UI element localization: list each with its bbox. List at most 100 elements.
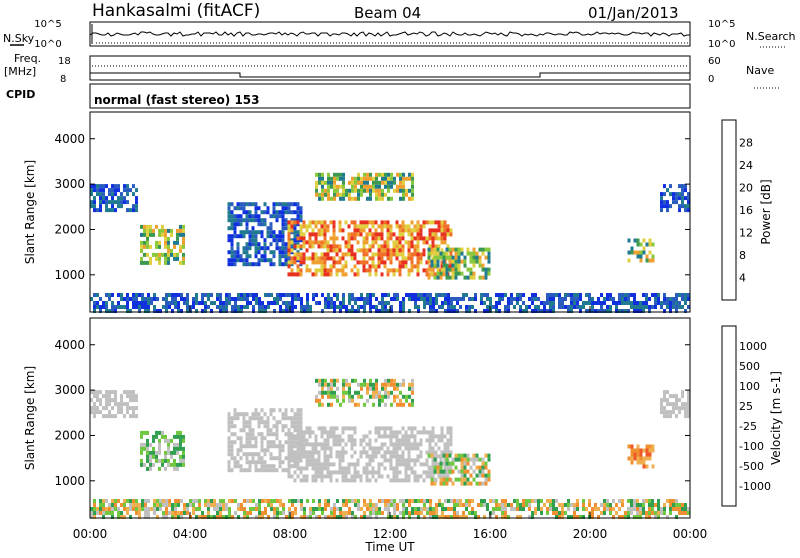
velocity-cell — [369, 378, 372, 383]
power-cell — [411, 293, 414, 297]
power-cell — [567, 309, 570, 313]
power-cell — [290, 272, 294, 277]
power-cell — [284, 210, 288, 215]
power-cell — [339, 309, 342, 313]
power-cell — [353, 236, 357, 241]
velocity-cell — [299, 434, 303, 439]
velocity-cell — [132, 406, 135, 411]
power-cell — [299, 256, 303, 261]
velocity-cell — [237, 507, 240, 511]
power-cell — [453, 309, 456, 313]
velocity-cell — [431, 470, 435, 475]
power-cell — [317, 268, 321, 273]
power-cell — [384, 301, 387, 305]
velocity-cell — [287, 458, 291, 463]
velocity-cell — [398, 478, 402, 483]
power-cell — [254, 246, 258, 251]
velocity-cell — [501, 499, 504, 503]
power-cell — [233, 214, 237, 219]
power-cell — [287, 244, 291, 249]
power-cell — [381, 293, 384, 297]
velocity-cell — [413, 474, 417, 479]
power-cell — [395, 268, 399, 273]
power-cell — [368, 256, 372, 261]
power-cell — [466, 267, 470, 272]
power-cell — [287, 224, 291, 229]
velocity-cell — [359, 474, 363, 479]
power-cell — [357, 188, 360, 193]
ytick-label: 2000 — [54, 428, 85, 442]
velocity-cell — [245, 444, 249, 449]
velocity-cell — [144, 507, 147, 511]
velocity-cell — [96, 398, 99, 403]
power-cell — [305, 268, 309, 273]
velocity-cell — [639, 456, 643, 461]
power-cell — [296, 264, 300, 269]
velocity-cell — [591, 511, 594, 515]
velocity-cell — [227, 448, 231, 453]
velocity-cell — [420, 507, 423, 511]
velocity-cell — [204, 499, 207, 503]
velocity-cell — [396, 386, 399, 391]
velocity-cell — [660, 507, 663, 511]
power-cell — [177, 301, 180, 305]
power-cell — [347, 240, 351, 245]
velocity-cell — [296, 440, 300, 445]
power-cell — [296, 256, 300, 261]
velocity-cell — [170, 462, 173, 467]
power-cell — [684, 301, 687, 305]
velocity-cell — [276, 499, 279, 503]
velocity-cell — [510, 507, 513, 511]
power-cell — [293, 230, 297, 235]
power-cell — [383, 244, 387, 249]
velocity-cell — [251, 416, 255, 421]
power-cell — [393, 180, 396, 185]
power-cell — [669, 305, 672, 309]
power-cell — [436, 251, 440, 256]
power-cell — [486, 309, 489, 313]
velocity-cell — [311, 446, 315, 451]
power-cell — [654, 297, 657, 301]
power-cell — [323, 240, 327, 245]
power-cell — [296, 244, 300, 249]
velocity-cell — [393, 394, 396, 399]
power-cell — [675, 305, 678, 309]
velocity-cell — [357, 402, 360, 407]
power-cell — [480, 293, 483, 297]
power-cell — [161, 252, 164, 257]
velocity-cell — [245, 420, 249, 425]
velocity-cell — [153, 503, 156, 507]
power-cell — [386, 224, 390, 229]
power-cell — [251, 262, 255, 267]
power-cell — [437, 228, 441, 233]
power-cell — [369, 305, 372, 309]
velocity-cell — [386, 434, 390, 439]
power-cell — [407, 232, 411, 237]
power-cell — [317, 260, 321, 265]
velocity-cell — [275, 428, 279, 433]
velocity-cell — [182, 458, 185, 463]
power-cell — [317, 240, 321, 245]
velocity-cell — [561, 511, 564, 515]
velocity-cell — [287, 454, 291, 459]
velocity-cell — [141, 507, 144, 511]
power-cell — [227, 226, 231, 231]
velocity-cell — [345, 503, 348, 507]
velocity-cell — [341, 474, 345, 479]
velocity-cell — [204, 515, 207, 519]
velocity-cell — [273, 515, 276, 519]
power-cell — [138, 293, 141, 297]
power-cell — [576, 305, 579, 309]
velocity-cell — [372, 394, 375, 399]
power-cell — [360, 188, 363, 193]
power-cell — [372, 305, 375, 309]
velocity-cell — [666, 414, 669, 419]
velocity-cell — [501, 507, 504, 511]
velocity-cell — [333, 511, 336, 515]
power-cell — [504, 309, 507, 313]
velocity-cell — [645, 456, 649, 461]
velocity-cell — [422, 470, 426, 475]
velocity-cell — [429, 507, 432, 511]
velocity-cell — [465, 503, 468, 507]
power-cell — [687, 305, 690, 309]
